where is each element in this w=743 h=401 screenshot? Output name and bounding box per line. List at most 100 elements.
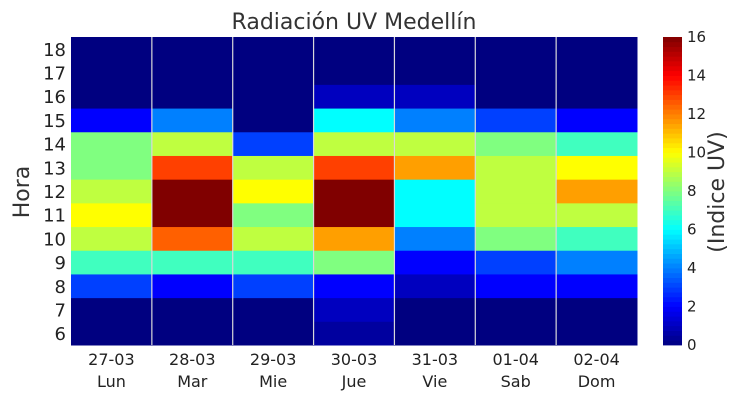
heatmap-cell	[313, 273, 395, 299]
colorbar-segment	[663, 239, 682, 245]
heatmap-cell	[556, 108, 638, 133]
colorbar-segment	[663, 301, 682, 307]
colorbar-segment	[663, 99, 682, 105]
heatmap-cell	[475, 297, 557, 322]
heatmap-cell	[71, 155, 153, 180]
colorbar-segment	[663, 335, 682, 341]
colorbar-segment	[663, 157, 682, 163]
heatmap-cell	[232, 226, 315, 251]
colorbar-segment	[663, 46, 682, 52]
colorbar-tick-label: 8	[687, 182, 697, 200]
heatmap-gridlines	[151, 37, 557, 345]
heatmap-cell	[556, 179, 638, 204]
heatmap-cell	[151, 179, 234, 204]
y-tick-label: 7	[55, 300, 66, 321]
colorbar-tick-label: 10	[687, 144, 706, 162]
heatmap-cell	[394, 131, 476, 156]
colorbar-segment	[663, 210, 682, 216]
heatmap-cell	[475, 37, 557, 62]
heatmap-cell	[394, 84, 476, 109]
heatmap-cell	[232, 179, 315, 204]
colorbar-segment	[663, 123, 682, 129]
heatmap-cell	[394, 108, 476, 133]
colorbar-title: (Indice UV)	[705, 131, 730, 252]
colorbar-segment	[663, 56, 682, 62]
heatmap-cell	[475, 321, 557, 346]
colorbar-segment	[663, 330, 682, 336]
heatmap-cell	[394, 297, 476, 322]
colorbar-tick-label: 0	[687, 336, 697, 354]
heatmap-cell	[556, 273, 638, 299]
colorbar-segment	[663, 181, 682, 187]
colorbar-segment	[663, 243, 682, 250]
heatmap-cell	[313, 202, 395, 228]
heatmap-cell	[71, 60, 153, 85]
colorbar-segment	[663, 94, 682, 100]
colorbar-segment	[663, 253, 682, 259]
heatmap-cell	[394, 321, 476, 346]
heatmap-cell	[151, 84, 234, 109]
colorbar-segment	[663, 176, 682, 182]
colorbar-segment	[663, 219, 682, 226]
heatmap-cell	[151, 37, 234, 62]
heatmap-cell	[475, 250, 557, 275]
colorbar-segment	[663, 191, 682, 197]
colorbar-tick-label: 4	[687, 259, 697, 277]
heatmap-cell	[71, 226, 153, 251]
colorbar-segment	[663, 316, 682, 322]
x-tick-day: Mar	[177, 372, 208, 391]
heatmap-cell	[151, 273, 234, 299]
colorbar-segment	[663, 75, 682, 81]
colorbar-segment	[663, 186, 682, 192]
heatmap-cell	[71, 202, 153, 228]
heatmap-cell	[556, 155, 638, 180]
heatmap-cell	[556, 297, 638, 322]
heatmap-cell	[556, 321, 638, 346]
heatmap-cell	[475, 226, 557, 251]
x-tick-date: 27-03	[88, 350, 135, 369]
colorbar-segment	[663, 272, 682, 279]
colorbar-segment	[663, 195, 682, 202]
colorbar-segment	[663, 104, 682, 110]
heatmap-cell	[151, 321, 234, 346]
heatmap-cell	[71, 273, 153, 299]
colorbar-segment	[663, 320, 682, 327]
heatmap-cell	[556, 226, 638, 251]
colorbar-segment	[663, 215, 682, 221]
y-tick-label: 6	[55, 324, 66, 345]
x-tick-date: 01-04	[492, 350, 539, 369]
heatmap-cell	[394, 37, 476, 62]
heatmap-cells	[71, 37, 638, 346]
heatmap-cell	[71, 131, 153, 156]
heatmap-cell	[232, 273, 315, 299]
heatmap-cell	[313, 108, 395, 133]
colorbar	[663, 37, 682, 346]
heatmap-cell	[232, 297, 315, 322]
heatmap-cell	[151, 155, 234, 180]
heatmap-cell	[232, 250, 315, 275]
heatmap-cell	[71, 250, 153, 275]
heatmap-cell	[71, 297, 153, 322]
heatmap-cell	[475, 273, 557, 299]
x-tick-date: 28-03	[169, 350, 216, 369]
x-tick-date: 29-03	[250, 350, 297, 369]
heatmap-cell	[475, 131, 557, 156]
heatmap-cell	[394, 226, 476, 251]
colorbar-segment	[663, 292, 682, 298]
chart-title: Radiación UV Medellín	[232, 10, 477, 35]
y-tick-label: 8	[55, 277, 66, 298]
colorbar-segment	[663, 118, 682, 125]
colorbar-segment	[663, 70, 682, 76]
heatmap-cell	[313, 131, 395, 156]
heatmap-cell	[71, 179, 153, 204]
colorbar-segment	[663, 296, 682, 303]
heatmap-cell	[556, 37, 638, 62]
colorbar-segment	[663, 306, 682, 312]
heatmap-cell	[151, 226, 234, 251]
colorbar-segment	[663, 200, 682, 206]
colorbar-tick-label: 14	[687, 67, 706, 85]
x-tick-day: Lun	[97, 372, 126, 391]
x-tick-day: Jue	[341, 372, 367, 391]
colorbar-segment	[663, 248, 682, 254]
